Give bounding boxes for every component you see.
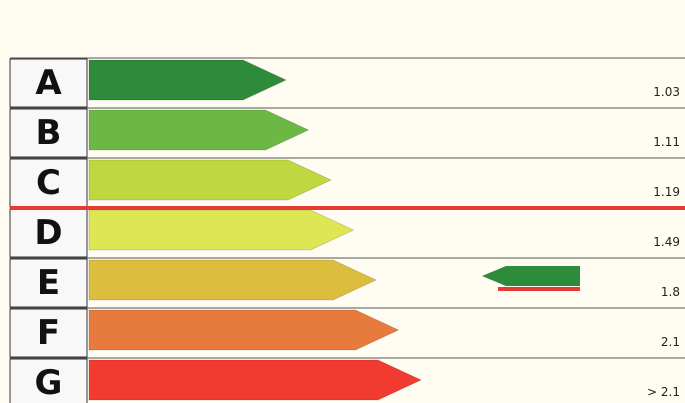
- threshold-label-b: 1.11: [653, 135, 680, 149]
- rating-letter-f: F: [37, 313, 60, 353]
- rating-label-box-c: [9, 158, 88, 208]
- rating-letter-d: D: [34, 213, 62, 253]
- threshold-label-a: 1.03: [653, 85, 680, 99]
- threshold-label-g: > 2.1: [647, 385, 680, 399]
- rating-label-box-f: [9, 308, 88, 358]
- rating-letter-a: A: [35, 63, 62, 103]
- rating-label-box-b: [9, 108, 88, 158]
- rating-letter-g: G: [35, 363, 63, 403]
- rating-label-box-g: [9, 358, 88, 403]
- current-rating-indicator: [482, 266, 580, 286]
- rating-label-box-a: [9, 58, 88, 108]
- rating-letter-b: B: [36, 113, 62, 153]
- threshold-label-c: 1.19: [653, 185, 680, 199]
- rating-bar-b: [88, 109, 310, 151]
- rating-bar-c: [88, 159, 332, 201]
- rating-bar-f: [88, 309, 400, 351]
- threshold-label-e: 1.8: [661, 285, 680, 299]
- rating-bar-d: [88, 209, 355, 251]
- rating-label-box-e: [9, 258, 88, 308]
- rating-letter-c: C: [36, 163, 61, 203]
- threshold-label-d: 1.49: [653, 235, 680, 249]
- threshold-label-f: 2.1: [661, 335, 680, 349]
- rating-bar-e: [88, 259, 377, 301]
- rating-letter-e: E: [37, 263, 60, 303]
- current-rating-underline: [498, 287, 580, 291]
- rating-bar-g: [88, 359, 422, 401]
- rating-bar-a: [88, 59, 287, 101]
